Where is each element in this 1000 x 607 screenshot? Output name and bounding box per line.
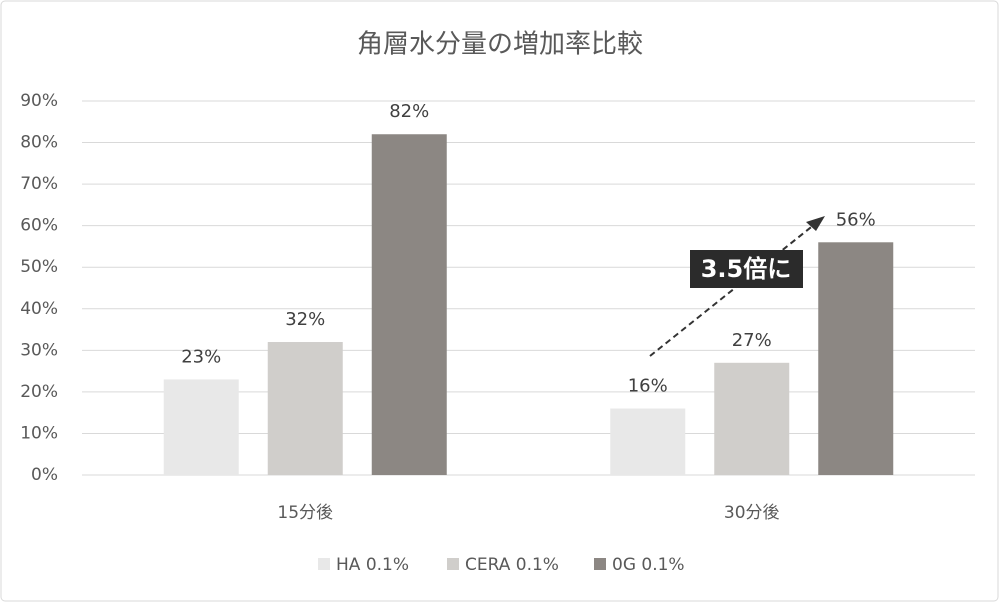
x-tick-label: 30分後 xyxy=(724,503,780,523)
y-tick-label: 80% xyxy=(20,133,58,153)
value-label: 27% xyxy=(732,330,772,351)
y-tick-label: 90% xyxy=(20,91,58,111)
bar xyxy=(610,408,686,475)
value-label: 82% xyxy=(389,101,429,122)
y-tick-label: 20% xyxy=(20,382,58,402)
legend-swatch xyxy=(318,558,330,570)
bar xyxy=(371,134,447,475)
legend-swatch xyxy=(447,558,459,570)
legend-label: CERA 0.1% xyxy=(465,555,559,575)
y-tick-label: 30% xyxy=(20,340,58,360)
annotation-arrow xyxy=(649,223,816,357)
legend-label: HA 0.1% xyxy=(336,555,409,575)
value-label: 32% xyxy=(285,309,325,330)
y-tick-label: 60% xyxy=(20,216,58,236)
legend-label: 0G 0.1% xyxy=(612,555,685,575)
annotation-arrowhead xyxy=(806,216,825,231)
y-tick-label: 40% xyxy=(20,299,58,319)
y-tick-label: 70% xyxy=(20,174,58,194)
y-tick-label: 50% xyxy=(20,257,58,277)
y-tick-label: 0% xyxy=(31,465,58,485)
y-tick-label: 10% xyxy=(20,423,58,443)
bar xyxy=(267,342,343,475)
value-label: 23% xyxy=(181,346,221,367)
value-label: 56% xyxy=(836,209,876,230)
plot-area: 0% 10% 20% 30% 40% 50% 60% 70% 80% 90% 15分後 23% 32% 8… xyxy=(20,91,975,575)
bar xyxy=(714,362,790,475)
x-tick-label: 15分後 xyxy=(277,503,333,523)
bar xyxy=(163,379,239,475)
value-label: 16% xyxy=(628,376,668,397)
bar xyxy=(818,242,894,475)
annotation-box xyxy=(690,250,803,288)
legend-swatch xyxy=(594,558,606,570)
chart-title: 角層水分量の増加率比較 xyxy=(357,30,643,60)
annotation: 3.5倍に xyxy=(701,255,792,283)
